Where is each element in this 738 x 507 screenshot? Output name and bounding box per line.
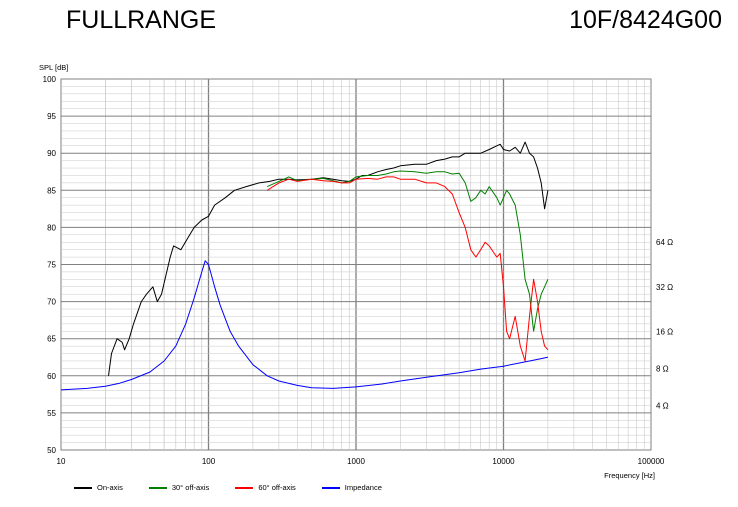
axes: 50 55 60 65 70 75 80 85 90 95 100 10 100 1000 10000 100… <box>39 63 673 480</box>
y-tick-label: 70 <box>47 298 56 307</box>
x-tick-label: 10000 <box>492 457 515 466</box>
legend-label-impedance: Impedance <box>344 483 382 492</box>
x-tick-label: 1000 <box>347 457 365 466</box>
frequency-response-chart: 50 55 60 65 70 75 80 85 90 95 100 10 100 1000 10000 100… <box>39 63 673 480</box>
series-line-on-axis <box>108 141 549 376</box>
y-tick-label: 90 <box>47 149 56 158</box>
legend-swatch-30-off-axis <box>148 486 167 489</box>
chart-title: FULLRANGE <box>66 6 217 34</box>
y-axis-title: SPL [dB] <box>39 63 68 72</box>
x-tick-label: 100 <box>202 457 216 466</box>
legend-swatch-60-off-axis <box>235 486 254 489</box>
legend: On-axis 30° off-axis 60° off-axis Impeda… <box>74 483 408 492</box>
series-layer <box>60 141 549 391</box>
y2-tick-label: 16 Ω <box>656 327 673 336</box>
legend-swatch-impedance <box>321 486 340 489</box>
model-number: 10F/8424G00 <box>569 6 722 34</box>
y-tick-label: 80 <box>47 223 56 232</box>
x-tick-label: 100000 <box>638 457 665 466</box>
series-line-60-off-axis <box>266 176 549 362</box>
x-tick-label: 10 <box>57 457 66 466</box>
legend-item-30-off-axis: 30° off-axis <box>148 483 210 492</box>
y-tick-label: 85 <box>47 186 56 195</box>
y-tick-label: 65 <box>47 335 56 344</box>
legend-item-on-axis: On-axis <box>74 483 123 492</box>
series-line-impedance <box>60 260 548 391</box>
legend-swatch-on-axis <box>74 486 92 489</box>
y-tick-label: 60 <box>47 372 56 381</box>
legend-label-60-off-axis: 60° off-axis <box>258 483 296 492</box>
y2-tick-label: 64 Ω <box>656 238 673 247</box>
legend-item-impedance: Impedance <box>321 483 382 492</box>
y-tick-label: 75 <box>47 261 56 270</box>
grid <box>60 78 652 451</box>
legend-label-on-axis: On-axis <box>97 483 123 492</box>
y2-tick-label: 8 Ω <box>656 364 669 373</box>
legend-label-30-off-axis: 30° off-axis <box>171 483 210 492</box>
legend-item-60-off-axis: 60° off-axis <box>235 483 296 492</box>
y-tick-label: 100 <box>43 75 57 84</box>
y2-tick-label: 4 Ω <box>656 401 669 410</box>
y2-tick-label: 32 Ω <box>656 283 673 292</box>
y-tick-label: 50 <box>47 446 56 455</box>
x-axis-title: Frequency [Hz] <box>604 471 655 480</box>
y-tick-label: 95 <box>47 112 56 121</box>
y-tick-label: 55 <box>47 409 56 418</box>
